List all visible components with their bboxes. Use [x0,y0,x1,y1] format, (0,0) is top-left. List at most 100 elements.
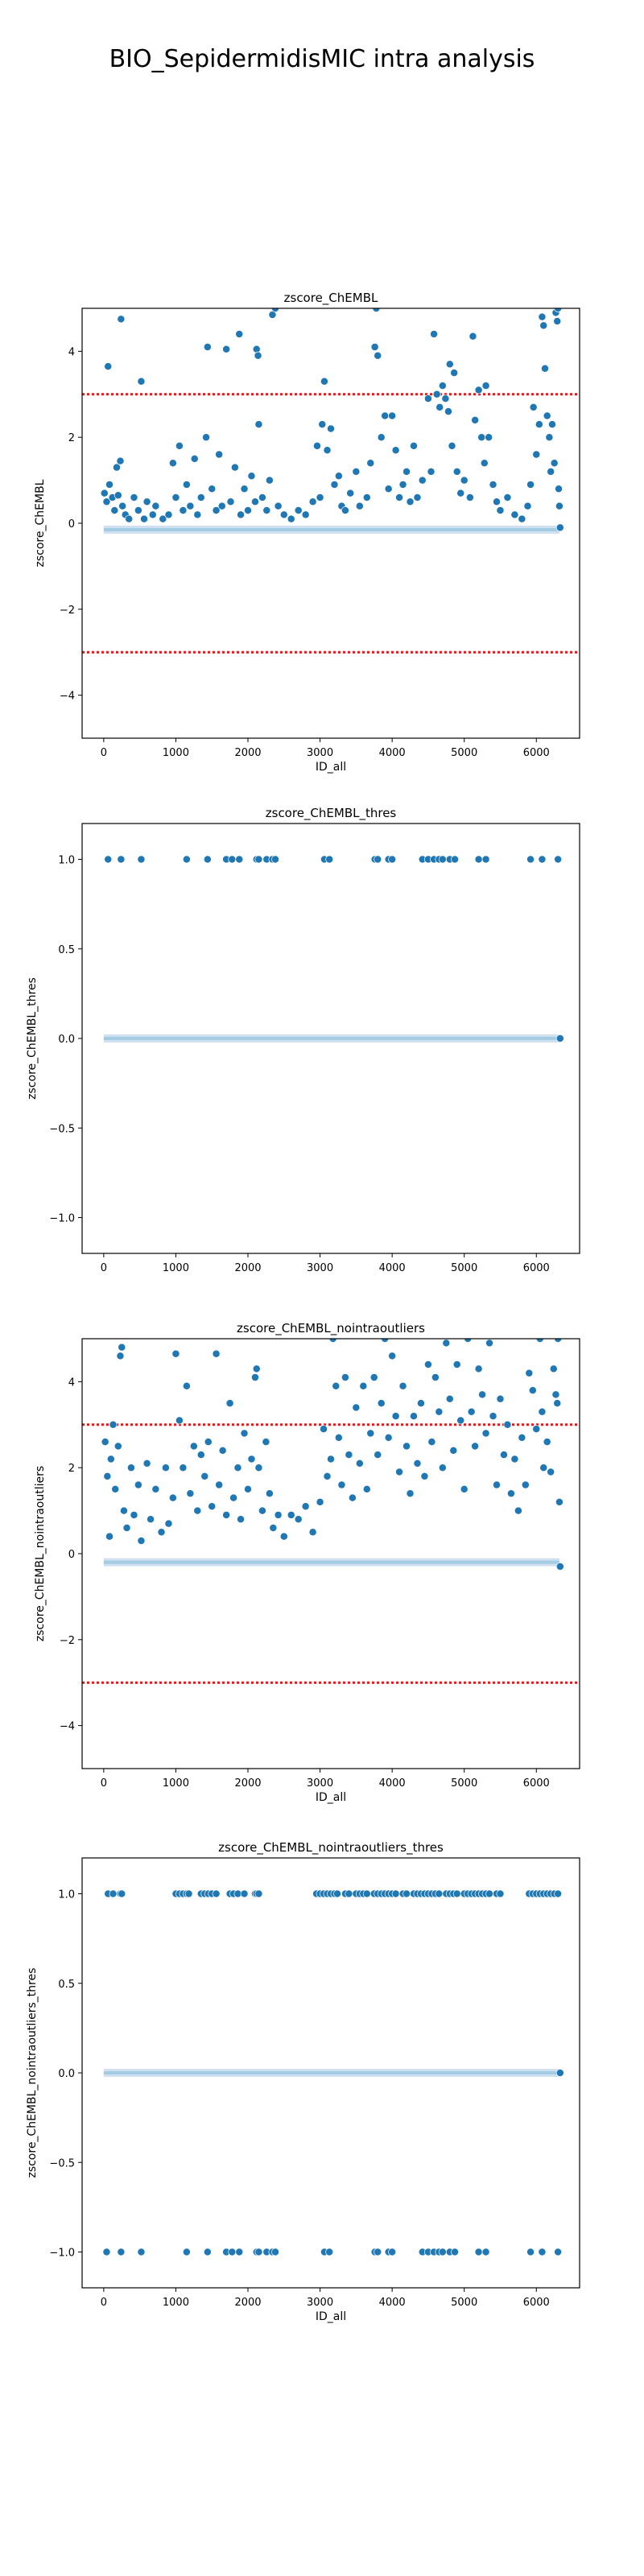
data-point [334,1433,343,1442]
data-point [450,369,459,378]
data-point [130,493,138,502]
data-point [271,855,279,864]
data-point [240,485,249,493]
baseline-point-band-core [103,1037,559,1040]
data-point [388,2248,397,2256]
data-point [142,497,151,506]
data-point [271,2248,279,2256]
chart-zscore-chembl-nointraoutliers-thres: zscore_ChEMBL_nointraoutliers_thres 0 1000… [26,1840,580,2323]
data-point [438,1463,447,1472]
data-point [203,343,212,352]
data-point [341,506,349,514]
data-point [503,493,512,502]
data-point [518,1433,526,1442]
data-point [406,497,415,506]
data-point [217,502,226,510]
data-point [341,1373,349,1382]
data-point [114,491,122,500]
data-point [265,1489,274,1498]
data-point [203,2248,212,2256]
y-tick-label: −4 [60,1721,75,1733]
chart-zscore-chembl-nointraoutliers: zscore_ChEMBL_nointraoutliers 0 1000 2000 30… [34,1321,580,1804]
data-point [104,855,113,864]
y-tick-label: 0.5 [58,1979,75,1991]
data-point [452,1360,461,1368]
data-point [190,454,199,463]
data-point [252,345,261,353]
data-point [168,1493,177,1502]
data-point [554,1339,563,1343]
chart-zscore-chembl: zscore_ChEMBL 0 1000 2000 3000 4000 5000 6000 −4… [34,291,580,774]
data-point [538,855,547,864]
x-tick-label: 5000 [451,1777,477,1790]
data-point [254,420,263,429]
data-point [327,424,335,433]
data-point [182,1381,191,1390]
data-point [103,1472,112,1480]
data-point [105,480,114,489]
data-point [427,467,436,476]
y-tick-label: −2 [60,605,75,617]
data-point [110,506,119,514]
x-tick-label: 2000 [234,1262,261,1274]
data-point [323,1472,332,1480]
data-point [448,441,456,450]
data-point [147,1515,155,1524]
data-point [186,1489,195,1498]
data-point [377,433,386,442]
data-point [301,510,310,519]
data-point [539,321,548,330]
x-tick-label: 6000 [523,2297,550,2309]
data-point [478,1390,487,1399]
data-point [506,1489,515,1498]
data-point [477,433,486,442]
data-point [228,2248,237,2256]
data-point [485,1889,493,1898]
data-point [182,2248,191,2256]
x-tick-label: 1000 [163,747,189,759]
x-tick-label: 1000 [163,2297,189,2309]
plot-area [82,308,580,654]
data-point [345,1889,353,1898]
data-point [113,463,121,472]
data-point [388,411,397,420]
data-point [449,1446,458,1455]
data-point [117,855,126,864]
data-point [555,523,564,532]
data-point [525,1368,534,1377]
data-point [320,1425,328,1434]
data-point [316,493,324,502]
x-tick-label: 0 [101,747,107,759]
data-point [555,1563,564,1571]
data-point [254,2248,263,2256]
data-point [140,514,148,523]
data-point [202,433,211,442]
data-point [532,1425,541,1434]
data-point [377,1399,386,1408]
data-point [130,1510,138,1519]
y-tick-label: −1.0 [49,1213,75,1225]
data-point [327,1455,335,1463]
data-point [526,480,535,489]
data-point [391,1889,400,1898]
data-point [543,411,551,420]
data-point [247,472,256,481]
data-point [471,1442,480,1451]
x-axis-label: ID_all [316,2310,346,2323]
data-point [218,1446,227,1455]
data-point [330,480,339,489]
data-point [101,1438,109,1447]
data-point [436,402,444,411]
data-point [445,1394,454,1403]
data-point [196,1451,205,1459]
chart-title: zscore_ChEMBL [284,291,378,306]
data-point [235,2248,244,2256]
data-point [423,394,432,403]
data-point [481,382,490,390]
data-point [496,1394,505,1403]
data-point [294,506,303,514]
data-point [381,1339,390,1343]
data-point [228,855,237,864]
data-point [355,502,364,510]
data-point [410,441,418,450]
